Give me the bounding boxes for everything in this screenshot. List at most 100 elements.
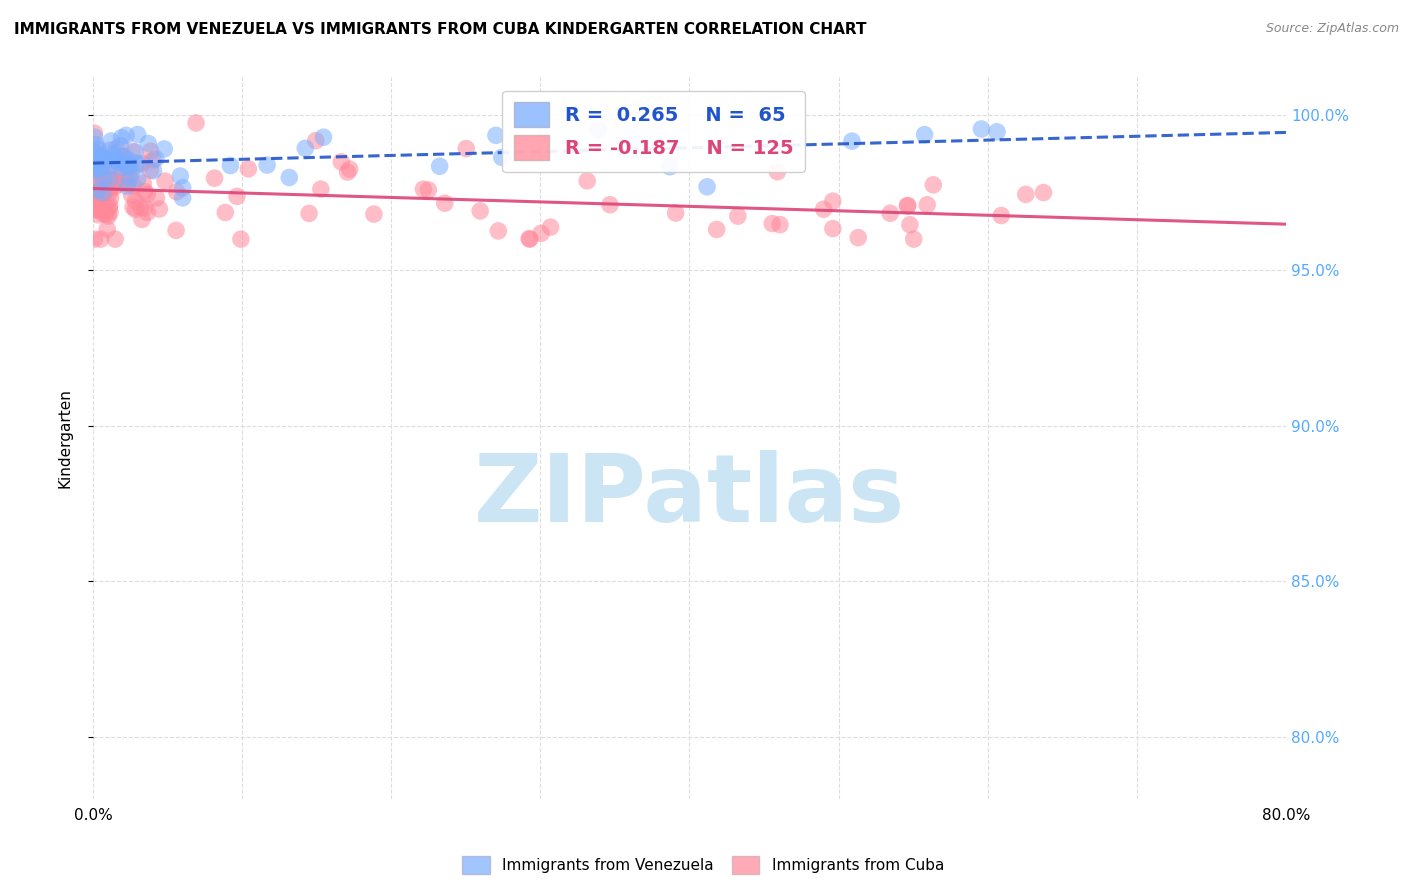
Point <box>915 198 938 212</box>
Point <box>114 152 136 166</box>
Point <box>86 183 108 197</box>
Point <box>83 188 105 202</box>
Point <box>294 141 316 155</box>
Point <box>87 153 110 168</box>
Point <box>97 152 120 166</box>
Point <box>278 170 301 185</box>
Point <box>219 159 242 173</box>
Point <box>169 169 191 183</box>
Point <box>914 128 936 142</box>
Point <box>519 232 541 246</box>
Point <box>90 186 112 201</box>
Point <box>90 175 112 189</box>
Point <box>105 141 128 155</box>
Point <box>229 232 252 246</box>
Point <box>456 142 478 156</box>
Point <box>104 146 127 161</box>
Point <box>97 209 120 223</box>
Point <box>145 191 167 205</box>
Point <box>111 176 134 190</box>
Point <box>122 178 145 193</box>
Point <box>114 158 136 172</box>
Point <box>89 148 111 162</box>
Point <box>336 165 359 179</box>
Point <box>87 142 110 156</box>
Point <box>89 187 111 202</box>
Point <box>84 202 107 217</box>
Point <box>136 136 159 151</box>
Point <box>117 159 139 173</box>
Point <box>125 156 148 170</box>
Point <box>298 206 321 220</box>
Point <box>107 178 129 192</box>
Point <box>127 128 149 142</box>
Point <box>90 161 112 175</box>
Point <box>896 199 918 213</box>
Point <box>696 179 718 194</box>
Point <box>98 186 121 200</box>
Point <box>309 182 332 196</box>
Point <box>89 165 111 179</box>
Point <box>172 181 194 195</box>
Point <box>87 183 110 197</box>
Point <box>363 207 385 221</box>
Legend: Immigrants from Venezuela, Immigrants from Cuba: Immigrants from Venezuela, Immigrants fr… <box>456 850 950 880</box>
Point <box>134 185 156 199</box>
Point <box>110 138 132 153</box>
Point <box>665 206 688 220</box>
Point <box>586 123 609 137</box>
Point <box>100 191 122 205</box>
Point <box>132 177 155 191</box>
Point <box>166 185 188 199</box>
Point <box>148 202 170 216</box>
Point <box>90 167 112 181</box>
Point <box>101 150 124 164</box>
Point <box>90 182 112 196</box>
Point <box>91 187 114 202</box>
Point <box>112 149 135 163</box>
Point <box>813 202 835 217</box>
Point <box>98 201 121 215</box>
Point <box>184 116 207 130</box>
Point <box>129 201 152 215</box>
Point <box>624 138 647 153</box>
Point <box>96 153 118 168</box>
Point <box>226 189 249 203</box>
Point <box>121 145 143 159</box>
Point <box>134 201 156 215</box>
Point <box>105 155 128 169</box>
Point <box>139 144 162 158</box>
Point <box>110 161 132 175</box>
Point <box>990 209 1012 223</box>
Point <box>98 180 121 194</box>
Point <box>903 232 925 246</box>
Point <box>136 205 159 219</box>
Point <box>110 130 132 145</box>
Point <box>98 198 121 212</box>
Point <box>491 150 513 164</box>
Point <box>104 180 127 194</box>
Point <box>87 208 110 222</box>
Point <box>84 158 107 172</box>
Point <box>94 184 117 198</box>
Point <box>530 227 553 241</box>
Point <box>117 153 139 167</box>
Point <box>122 200 145 214</box>
Text: IMMIGRANTS FROM VENEZUELA VS IMMIGRANTS FROM CUBA KINDERGARTEN CORRELATION CHART: IMMIGRANTS FROM VENEZUELA VS IMMIGRANTS … <box>14 22 866 37</box>
Point <box>898 218 921 232</box>
Point <box>136 187 159 202</box>
Point <box>98 181 121 195</box>
Point <box>841 134 863 148</box>
Point <box>111 156 134 170</box>
Point <box>91 207 114 221</box>
Point <box>142 153 165 167</box>
Point <box>94 185 117 199</box>
Point <box>117 177 139 191</box>
Point <box>153 142 176 156</box>
Point <box>94 199 117 213</box>
Legend: R =  0.265    N =  65, R = -0.187    N = 125: R = 0.265 N = 65, R = -0.187 N = 125 <box>502 91 806 172</box>
Point <box>94 181 117 195</box>
Point <box>108 168 131 182</box>
Point <box>89 159 111 173</box>
Point <box>87 162 110 177</box>
